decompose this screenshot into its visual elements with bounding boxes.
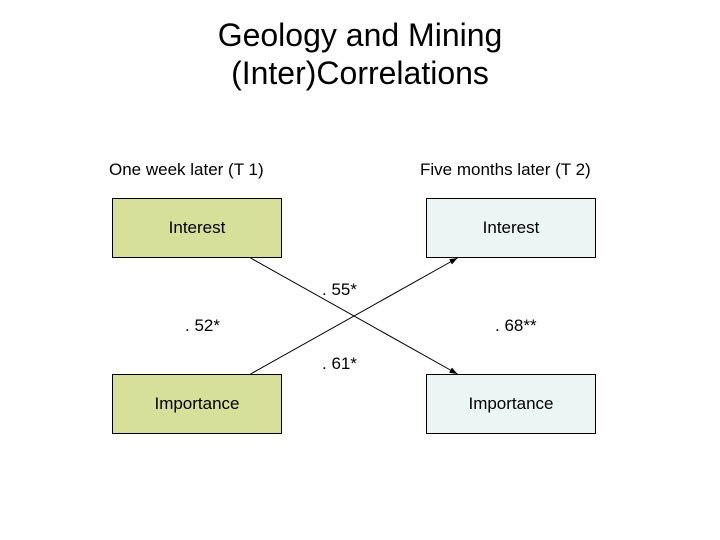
node-t2-importance: Importance (426, 374, 596, 434)
slide-title: Geology and Mining (Inter)Correlations (0, 16, 720, 93)
node-label: Interest (483, 218, 540, 238)
correlation-cross-61: . 61* (322, 354, 357, 374)
node-label: Importance (468, 394, 553, 414)
node-t2-interest: Interest (426, 198, 596, 258)
correlation-t1-vertical: . 52* (185, 316, 220, 336)
node-label: Interest (169, 218, 226, 238)
column-header-t1: One week later (T 1) (109, 160, 264, 180)
title-line-1: Geology and Mining (218, 17, 503, 53)
node-t1-importance: Importance (112, 374, 282, 434)
node-label: Importance (154, 394, 239, 414)
node-t1-interest: Interest (112, 198, 282, 258)
title-line-2: (Inter)Correlations (231, 55, 489, 91)
correlation-t2-vertical: . 68** (495, 316, 537, 336)
correlation-cross-55: . 55* (322, 280, 357, 300)
column-header-t2: Five months later (T 2) (420, 160, 591, 180)
slide: Geology and Mining (Inter)Correlations O… (0, 0, 720, 540)
